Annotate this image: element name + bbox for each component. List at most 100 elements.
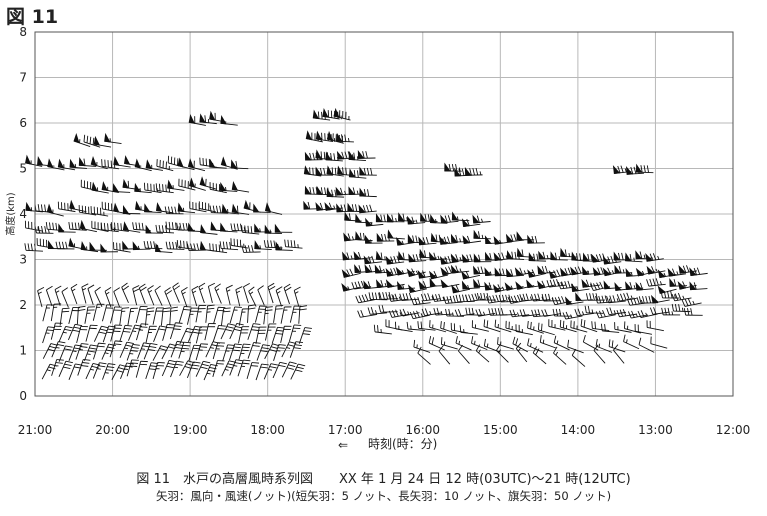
wind-barb	[212, 360, 225, 377]
wind-barb	[429, 270, 449, 280]
wind-barb	[91, 181, 109, 194]
wind-barb	[161, 359, 177, 377]
wind-barb	[241, 245, 261, 253]
wind-barb	[24, 220, 43, 232]
x-axis-label: 時刻(時：分)	[368, 437, 437, 451]
wind-barb	[113, 242, 131, 253]
wind-barb	[483, 338, 501, 353]
wind-barb	[541, 309, 562, 317]
wind-barb	[24, 154, 43, 167]
wind-barb	[336, 132, 354, 143]
wind-barb	[341, 283, 361, 292]
wind-barb	[264, 323, 277, 341]
y-tick-label: 6	[19, 116, 27, 130]
wind-barb	[254, 223, 272, 233]
wind-barb	[94, 286, 103, 308]
wind-barb	[119, 341, 134, 358]
wind-barb	[154, 242, 173, 254]
wind-barb	[408, 253, 427, 263]
wind-barb	[519, 293, 539, 302]
wind-barb	[110, 324, 123, 342]
wind-barb	[195, 326, 208, 344]
wind-barb	[122, 221, 141, 233]
wind-barb	[461, 270, 481, 280]
wind-barb	[119, 307, 130, 326]
wind-barb	[373, 324, 392, 335]
wind-barb	[42, 326, 55, 344]
wind-barb	[70, 283, 78, 305]
wind-barb	[230, 223, 250, 232]
wind-barb	[606, 307, 626, 316]
wind-barb	[45, 285, 53, 307]
wind-barb	[37, 286, 45, 308]
wind-barb	[195, 343, 208, 361]
wind-barb	[341, 268, 361, 278]
wind-barb	[364, 264, 383, 274]
wind-barb	[527, 338, 544, 353]
wind-barb	[316, 185, 334, 196]
wind-barb	[498, 294, 518, 303]
wind-barb	[560, 247, 578, 258]
wind-barb	[326, 188, 345, 198]
wind-barb	[144, 182, 162, 194]
wind-barb	[595, 295, 615, 304]
wind-barb	[199, 176, 217, 190]
wind-barb	[42, 343, 58, 359]
wind-barb	[78, 156, 97, 167]
wind-barb	[359, 187, 377, 198]
wind-barb	[273, 305, 284, 323]
wind-barb	[443, 295, 463, 304]
wind-barb	[186, 307, 199, 325]
wind-barb	[58, 345, 73, 362]
wind-barb	[440, 337, 458, 350]
wind-barb	[516, 247, 535, 258]
wind-barb	[189, 201, 207, 213]
wind-barb	[638, 337, 655, 353]
x-tick-label: 18:00	[250, 423, 285, 437]
wind-time-height-chart: 21:00 20:00 19:00 18:00 17:00 16:00 15:00 14:00…	[4, 25, 751, 452]
wind-barb	[221, 360, 237, 377]
y-tick-label: 0	[19, 389, 27, 403]
wind-barb	[247, 304, 256, 323]
wind-barb	[298, 327, 312, 344]
wind-barb	[624, 321, 641, 334]
wind-barb	[280, 325, 292, 343]
wind-barb	[104, 287, 112, 308]
wind-barb	[413, 339, 431, 353]
wind-barb	[90, 206, 109, 217]
wind-barb	[207, 282, 216, 303]
wind-barb	[59, 307, 70, 326]
x-tick-label: 12:00	[716, 423, 751, 437]
wind-barb	[417, 321, 436, 331]
wind-barb	[431, 293, 452, 302]
wind-barb	[209, 243, 228, 254]
wind-barb	[613, 344, 625, 364]
y-tick-label: 1	[19, 344, 27, 358]
wind-barb	[355, 294, 376, 304]
wind-barb	[638, 295, 659, 304]
wind-barb	[407, 215, 426, 225]
wind-barb	[55, 241, 75, 250]
wind-barb	[646, 320, 664, 332]
wind-barb	[289, 341, 303, 358]
wind-barb	[145, 362, 159, 379]
wind-barb	[473, 229, 491, 240]
wind-barb	[582, 266, 601, 276]
wind-barb	[550, 251, 568, 261]
wind-barb	[365, 217, 384, 227]
wind-barb	[440, 214, 459, 224]
wind-barb	[209, 158, 227, 169]
wind-barb	[582, 252, 601, 262]
wind-barb	[650, 294, 670, 304]
wind-barb	[67, 323, 83, 341]
wind-barb	[275, 241, 293, 251]
wind-barb	[624, 252, 643, 263]
wind-barb	[220, 114, 238, 126]
wind-barb	[440, 321, 457, 334]
wind-barb	[145, 224, 164, 234]
wind-barb	[385, 279, 405, 288]
wind-barb	[368, 292, 388, 301]
wind-barb	[138, 283, 147, 304]
wind-barb	[145, 325, 157, 343]
wind-barb	[220, 156, 238, 170]
